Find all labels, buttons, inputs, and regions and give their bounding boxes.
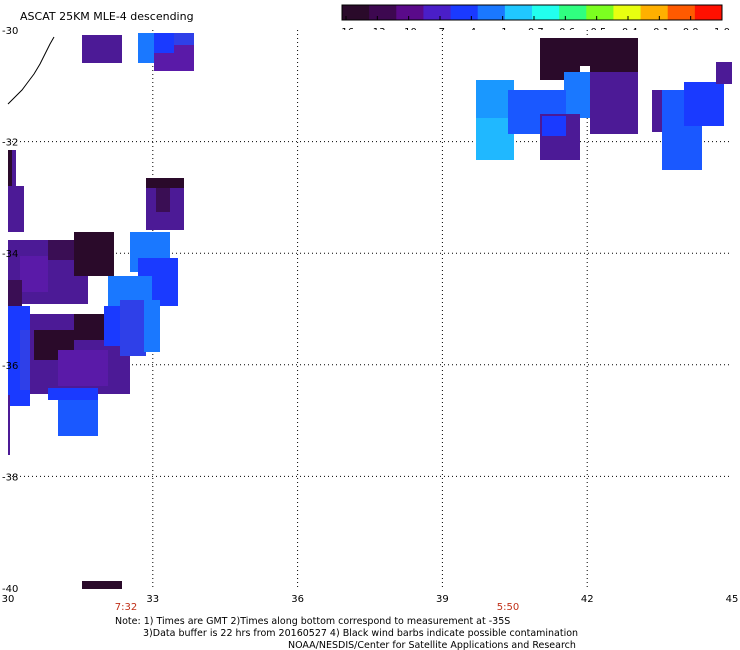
latitude-label: -34: [2, 249, 18, 260]
colorbar-cell: [694, 5, 723, 20]
longitude-label: 36: [291, 594, 304, 605]
cell: [8, 186, 24, 232]
cell: [564, 72, 590, 118]
colorbar-cell: [477, 5, 506, 20]
colorbar-cell: [504, 5, 533, 20]
cell: [146, 178, 184, 188]
colorbar-cell: [559, 5, 587, 20]
map-title: ASCAT 25KM MLE-4 descending: [20, 10, 194, 23]
latitude-label: -30: [2, 26, 18, 37]
colorbar-cell: [532, 5, 560, 20]
cell: [138, 33, 154, 63]
coastline: [7, 36, 55, 105]
time-label: 7:32: [115, 602, 137, 613]
cell: [144, 300, 160, 352]
colorbar-cell: [613, 5, 642, 20]
cell: [58, 350, 108, 386]
swath-cells: [7, 33, 732, 589]
map-area: 30 33 36 39 42 45 -30 -32 -34 -36 -38 -40 7:32 5:50: [2, 26, 739, 613]
note-line-2: 3)Data buffer is 22 hrs from 20160527 4)…: [143, 628, 578, 639]
time-label: 5:50: [497, 602, 519, 613]
colorbar-cell: [396, 5, 424, 20]
cell: [74, 314, 104, 340]
cell: [8, 280, 22, 310]
cell: [580, 66, 590, 74]
note-line-1: Note: 1) Times are GMT 2)Times along bot…: [115, 616, 510, 627]
cell: [154, 33, 174, 53]
cell: [8, 395, 10, 455]
cell: [8, 150, 12, 186]
cell: [590, 72, 638, 134]
colorbar-cell: [640, 5, 669, 20]
colorbar-frame: [341, 4, 723, 21]
colorbar-cell: [586, 5, 614, 20]
colorbar-cell: [423, 5, 452, 20]
colorbar-cell: [667, 5, 696, 20]
cell: [684, 82, 724, 126]
cell: [20, 256, 48, 292]
cell: [476, 118, 514, 160]
longitude-label: 33: [146, 594, 159, 605]
colorbar-cell: [342, 5, 370, 20]
cell: [174, 33, 194, 45]
latitude-label: -36: [2, 361, 18, 372]
latitude-label: -40: [2, 584, 18, 595]
longitude-label: 30: [2, 594, 15, 605]
longitude-label: 39: [436, 594, 449, 605]
cell: [74, 232, 114, 276]
colorbar-cell: [450, 5, 479, 20]
cell: [542, 116, 566, 136]
cell: [82, 35, 122, 63]
cell: [716, 62, 732, 84]
cell: [156, 188, 170, 212]
cell: [48, 388, 98, 400]
note-line-3: NOAA/NESDIS/Center for Satellite Applica…: [288, 640, 576, 650]
colorbar-cell: [369, 5, 397, 20]
longitude-label: 42: [581, 594, 594, 605]
cell: [120, 300, 146, 356]
latitude-label: -38: [2, 472, 18, 483]
longitude-label: 45: [726, 594, 739, 605]
latitude-label: -32: [2, 138, 18, 149]
cell: [82, 581, 122, 589]
